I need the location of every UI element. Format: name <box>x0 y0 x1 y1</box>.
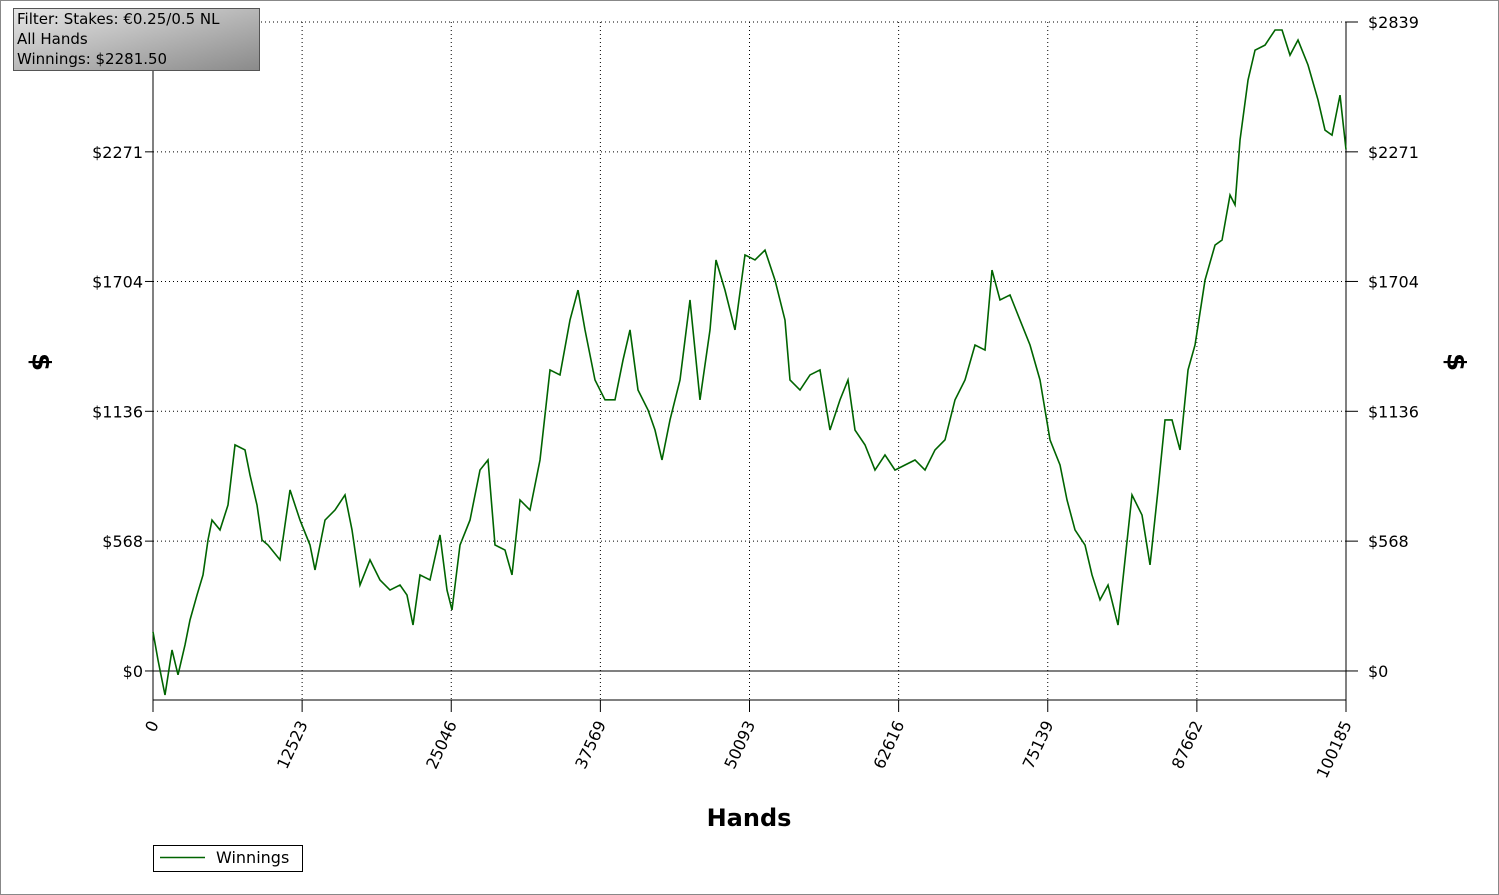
y-tick-label: $1136 <box>92 402 143 421</box>
info-background <box>13 8 260 71</box>
x-axis-label: Hands <box>707 804 792 832</box>
info-box: Filter: Stakes: €0.25/0.5 NL All Hands W… <box>13 8 260 71</box>
info-line: All Hands <box>17 30 88 48</box>
y2-tick-label: $2839 <box>1368 13 1419 32</box>
y-tick-label: $568 <box>102 532 143 551</box>
info-line: Winnings: $2281.50 <box>17 50 167 68</box>
info-line: Filter: Stakes: €0.25/0.5 NL <box>17 10 220 28</box>
y-tick-label: $0 <box>123 662 143 681</box>
y2-axis-label: $ <box>1441 353 1471 371</box>
y2-tick-label: $1136 <box>1368 402 1419 421</box>
y2-tick-label: $1704 <box>1368 272 1419 291</box>
legend-label: Winnings <box>216 848 289 867</box>
y-axis-label: $ <box>26 353 56 371</box>
y2-tick-label: $2271 <box>1368 143 1419 162</box>
series-line <box>152 29 1347 696</box>
y2-tick-label: $0 <box>1368 662 1388 681</box>
legend-box <box>153 845 303 872</box>
y-tick-label: $2271 <box>92 143 143 162</box>
y-tick-label: $1704 <box>92 272 143 291</box>
y2-tick-label: $568 <box>1368 532 1409 551</box>
legend: Winnings <box>153 845 303 872</box>
